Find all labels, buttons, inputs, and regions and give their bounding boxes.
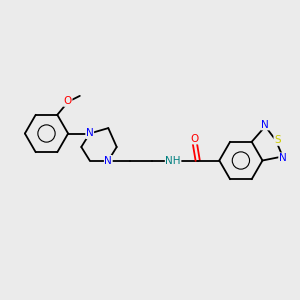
Text: NH: NH <box>165 155 181 166</box>
Text: O: O <box>64 96 72 106</box>
Text: N: N <box>279 153 286 163</box>
Text: S: S <box>274 135 281 145</box>
Text: N: N <box>86 128 94 139</box>
Text: N: N <box>261 120 269 130</box>
Text: N: N <box>104 155 112 166</box>
Text: O: O <box>190 134 199 144</box>
